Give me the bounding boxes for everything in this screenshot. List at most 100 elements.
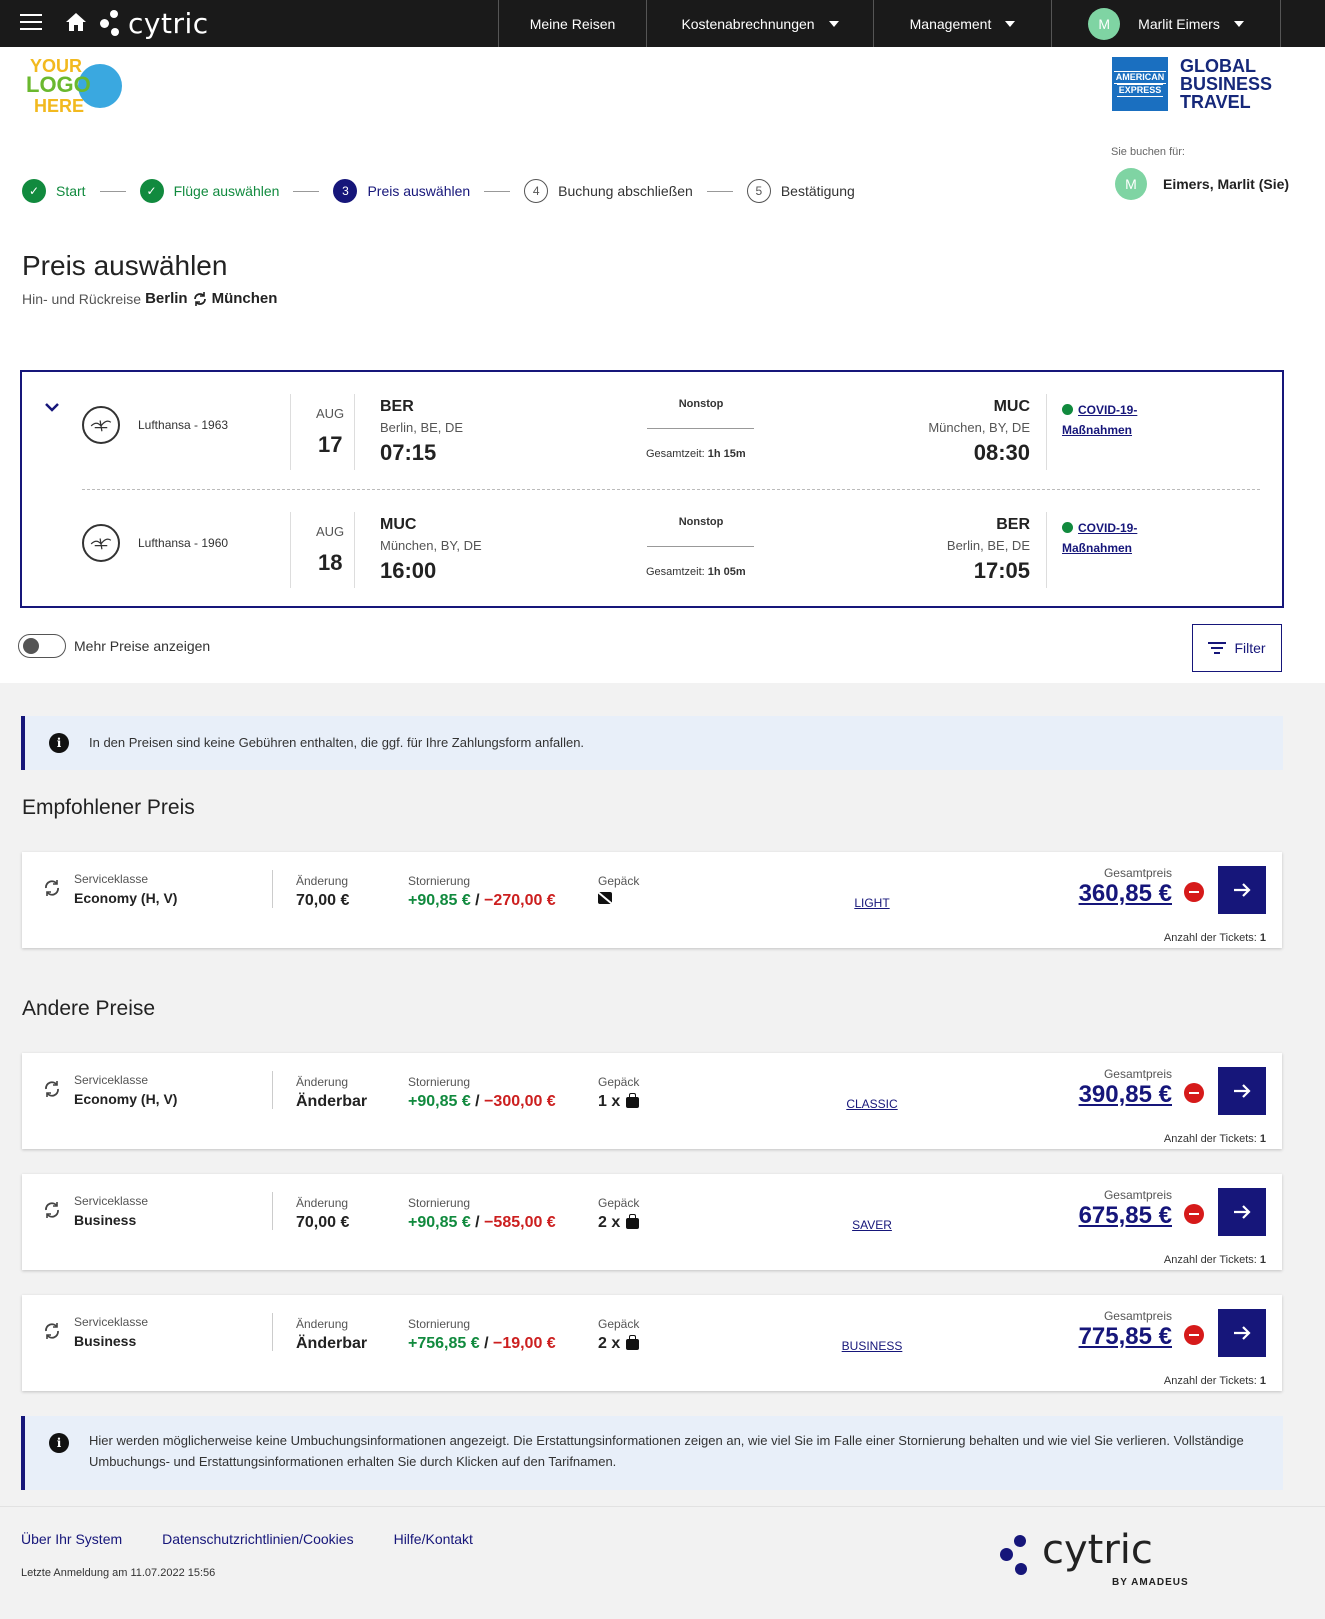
- step-bestaetigung: 5 Bestätigung: [746, 179, 855, 203]
- traveler-name: Eimers, Marlit (Sie): [1163, 176, 1290, 192]
- home-icon[interactable]: [64, 11, 88, 33]
- step-fluege[interactable]: ✓ Flüge auswählen: [139, 179, 279, 203]
- flight-summary: Lufthansa - 1963 AUG 17 BER Berlin, BE, …: [20, 370, 1284, 608]
- ticket-count: Anzahl der Tickets: 1: [1164, 1254, 1266, 1266]
- divider: [1046, 512, 1047, 588]
- class-label: Serviceklasse: [74, 1315, 149, 1329]
- customer-logo: YOUR LOGO HERE: [26, 56, 122, 116]
- footer-link-privacy[interactable]: Datenschutzrichtlinien/Cookies: [162, 1531, 354, 1547]
- trip-type: Hin- und Rückreise: [22, 290, 142, 307]
- policy-violation-icon[interactable]: [1184, 1204, 1204, 1224]
- departure-code: BER: [380, 398, 414, 415]
- class-value: Economy (H, V): [74, 1091, 178, 1107]
- total-label: Gesamtpreis: [1103, 1188, 1172, 1202]
- total-price[interactable]: 775,85 €: [1078, 1323, 1172, 1350]
- nav-item-management[interactable]: Management: [873, 0, 1051, 47]
- cancel-label: Stornierung: [408, 1317, 471, 1331]
- select-price-button[interactable]: [1218, 866, 1266, 914]
- change-value: 70,00 €: [296, 1214, 350, 1231]
- nav-item-label: Kostenabrechnungen: [681, 15, 815, 32]
- step-start[interactable]: ✓ Start: [22, 179, 86, 203]
- total-price[interactable]: 390,85 €: [1078, 1081, 1172, 1108]
- filter-button[interactable]: Filter: [1192, 624, 1282, 672]
- duration-label: Gesamtzeit:: [646, 448, 705, 460]
- nav-item-meine-reisen[interactable]: Meine Reisen: [498, 0, 646, 47]
- baggage-label: Gepäck: [598, 1196, 640, 1210]
- step-preis: 3 Preis auswählen: [333, 179, 470, 203]
- cancel-separator: /: [470, 892, 485, 909]
- total-price[interactable]: 360,85 €: [1078, 880, 1172, 907]
- ticket-count: Anzahl der Tickets: 1: [1164, 1133, 1266, 1145]
- divider: [272, 1071, 273, 1109]
- total-label: Gesamtpreis: [1103, 1067, 1172, 1081]
- policy-violation-icon[interactable]: [1184, 1083, 1204, 1103]
- more-prices-toggle[interactable]: [18, 634, 66, 658]
- trip-destination: München: [211, 290, 278, 307]
- traveler-selector[interactable]: M Eimers, Marlit (Sie): [1111, 168, 1311, 200]
- change-label: Änderung: [296, 1196, 349, 1210]
- duration-value: 1h 15m: [707, 448, 746, 460]
- step-label: Start: [56, 183, 86, 199]
- select-price-button[interactable]: [1218, 1067, 1266, 1115]
- covid-link-text: COVID-19-: [1078, 403, 1138, 417]
- total-price[interactable]: 675,85 €: [1078, 1202, 1172, 1229]
- loss-amount: −270,00 €: [484, 892, 556, 909]
- step-number: 5: [746, 179, 771, 203]
- total-duration: Gesamtzeit: 1h 05m: [646, 566, 776, 578]
- lufthansa-crane-icon: [82, 524, 120, 562]
- no-baggage-icon: [598, 892, 612, 904]
- duration-label: Gesamtzeit:: [646, 566, 705, 578]
- hamburger-menu-icon[interactable]: [20, 14, 42, 32]
- cytric-amadeus-logo: cytric BY AMADEUS: [1000, 1527, 1190, 1588]
- recommended-price-heading: Empfohlener Preis: [22, 796, 195, 819]
- flight-day: 17: [318, 432, 343, 457]
- arrival-code: MUC: [993, 398, 1030, 415]
- select-price-button[interactable]: [1218, 1309, 1266, 1357]
- total-label: Gesamtpreis: [1103, 1309, 1172, 1323]
- ticket-count: Anzahl der Tickets: 1: [1164, 1375, 1266, 1387]
- booking-for-label: Sie buchen für:: [1111, 146, 1185, 158]
- step-connector: [293, 190, 320, 192]
- ticket-count-value: 1: [1259, 1133, 1266, 1145]
- loss-amount: −300,00 €: [484, 1093, 556, 1110]
- fare-name-link[interactable]: BUSINESS: [841, 1339, 903, 1353]
- baggage-count: 1 x: [598, 1093, 621, 1110]
- departure-code: MUC: [380, 516, 417, 533]
- select-price-button[interactable]: [1218, 1188, 1266, 1236]
- nav-item-kostenabrechnungen[interactable]: Kostenabrechnungen: [646, 0, 873, 47]
- arrow-right-icon: [1234, 1205, 1251, 1219]
- fare-name-link[interactable]: CLASSIC: [846, 1097, 898, 1111]
- covid-link[interactable]: COVID-19- Maßnahmen: [1062, 400, 1137, 440]
- policy-violation-icon[interactable]: [1184, 882, 1204, 902]
- change-label: Änderung: [296, 874, 349, 888]
- other-prices-heading: Andere Preise: [22, 997, 156, 1020]
- flight-day: 18: [318, 550, 343, 575]
- baggage-label: Gepäck: [598, 1317, 640, 1331]
- policy-violation-icon[interactable]: [1184, 1325, 1204, 1345]
- round-trip-icon: [193, 291, 206, 306]
- leg-separator: [82, 489, 1260, 490]
- fare-name-link[interactable]: LIGHT: [854, 896, 890, 910]
- caret-down-icon: [1233, 20, 1244, 27]
- chevron-down-icon[interactable]: [44, 402, 60, 414]
- flight-month: AUG: [316, 524, 345, 539]
- cytric-brand-logo[interactable]: cytric: [100, 4, 209, 42]
- fare-name-link[interactable]: SAVER: [852, 1218, 892, 1232]
- footer-link-help[interactable]: Hilfe/Kontakt: [393, 1531, 473, 1547]
- class-value: Economy (H, V): [74, 890, 178, 906]
- user-menu[interactable]: M Marlit Eimers: [1051, 0, 1281, 47]
- ticket-count: Anzahl der Tickets: 1: [1164, 932, 1266, 944]
- class-label: Serviceklasse: [74, 1194, 149, 1208]
- amex-word: GLOBAL: [1180, 56, 1256, 76]
- footer-link-system[interactable]: Über Ihr System: [21, 1531, 123, 1547]
- change-label: Änderung: [296, 1317, 349, 1331]
- covid-link[interactable]: COVID-19- Maßnahmen: [1062, 518, 1137, 558]
- booking-for: Sie buchen für: M Eimers, Marlit (Sie): [1111, 146, 1311, 200]
- refund-amount: +90,85 €: [408, 892, 471, 909]
- baggage-value: 2 x: [598, 1213, 640, 1232]
- trip-summary: Hin- und Rückreise Berlin München: [22, 290, 281, 307]
- amex-gbt-logo: AMERICAN EXPRESS GLOBAL BUSINESS TRAVEL: [1112, 56, 1282, 112]
- round-trip-icon: [45, 1323, 59, 1339]
- stops: Nonstop: [678, 398, 724, 410]
- step-label: Preis auswählen: [367, 183, 471, 199]
